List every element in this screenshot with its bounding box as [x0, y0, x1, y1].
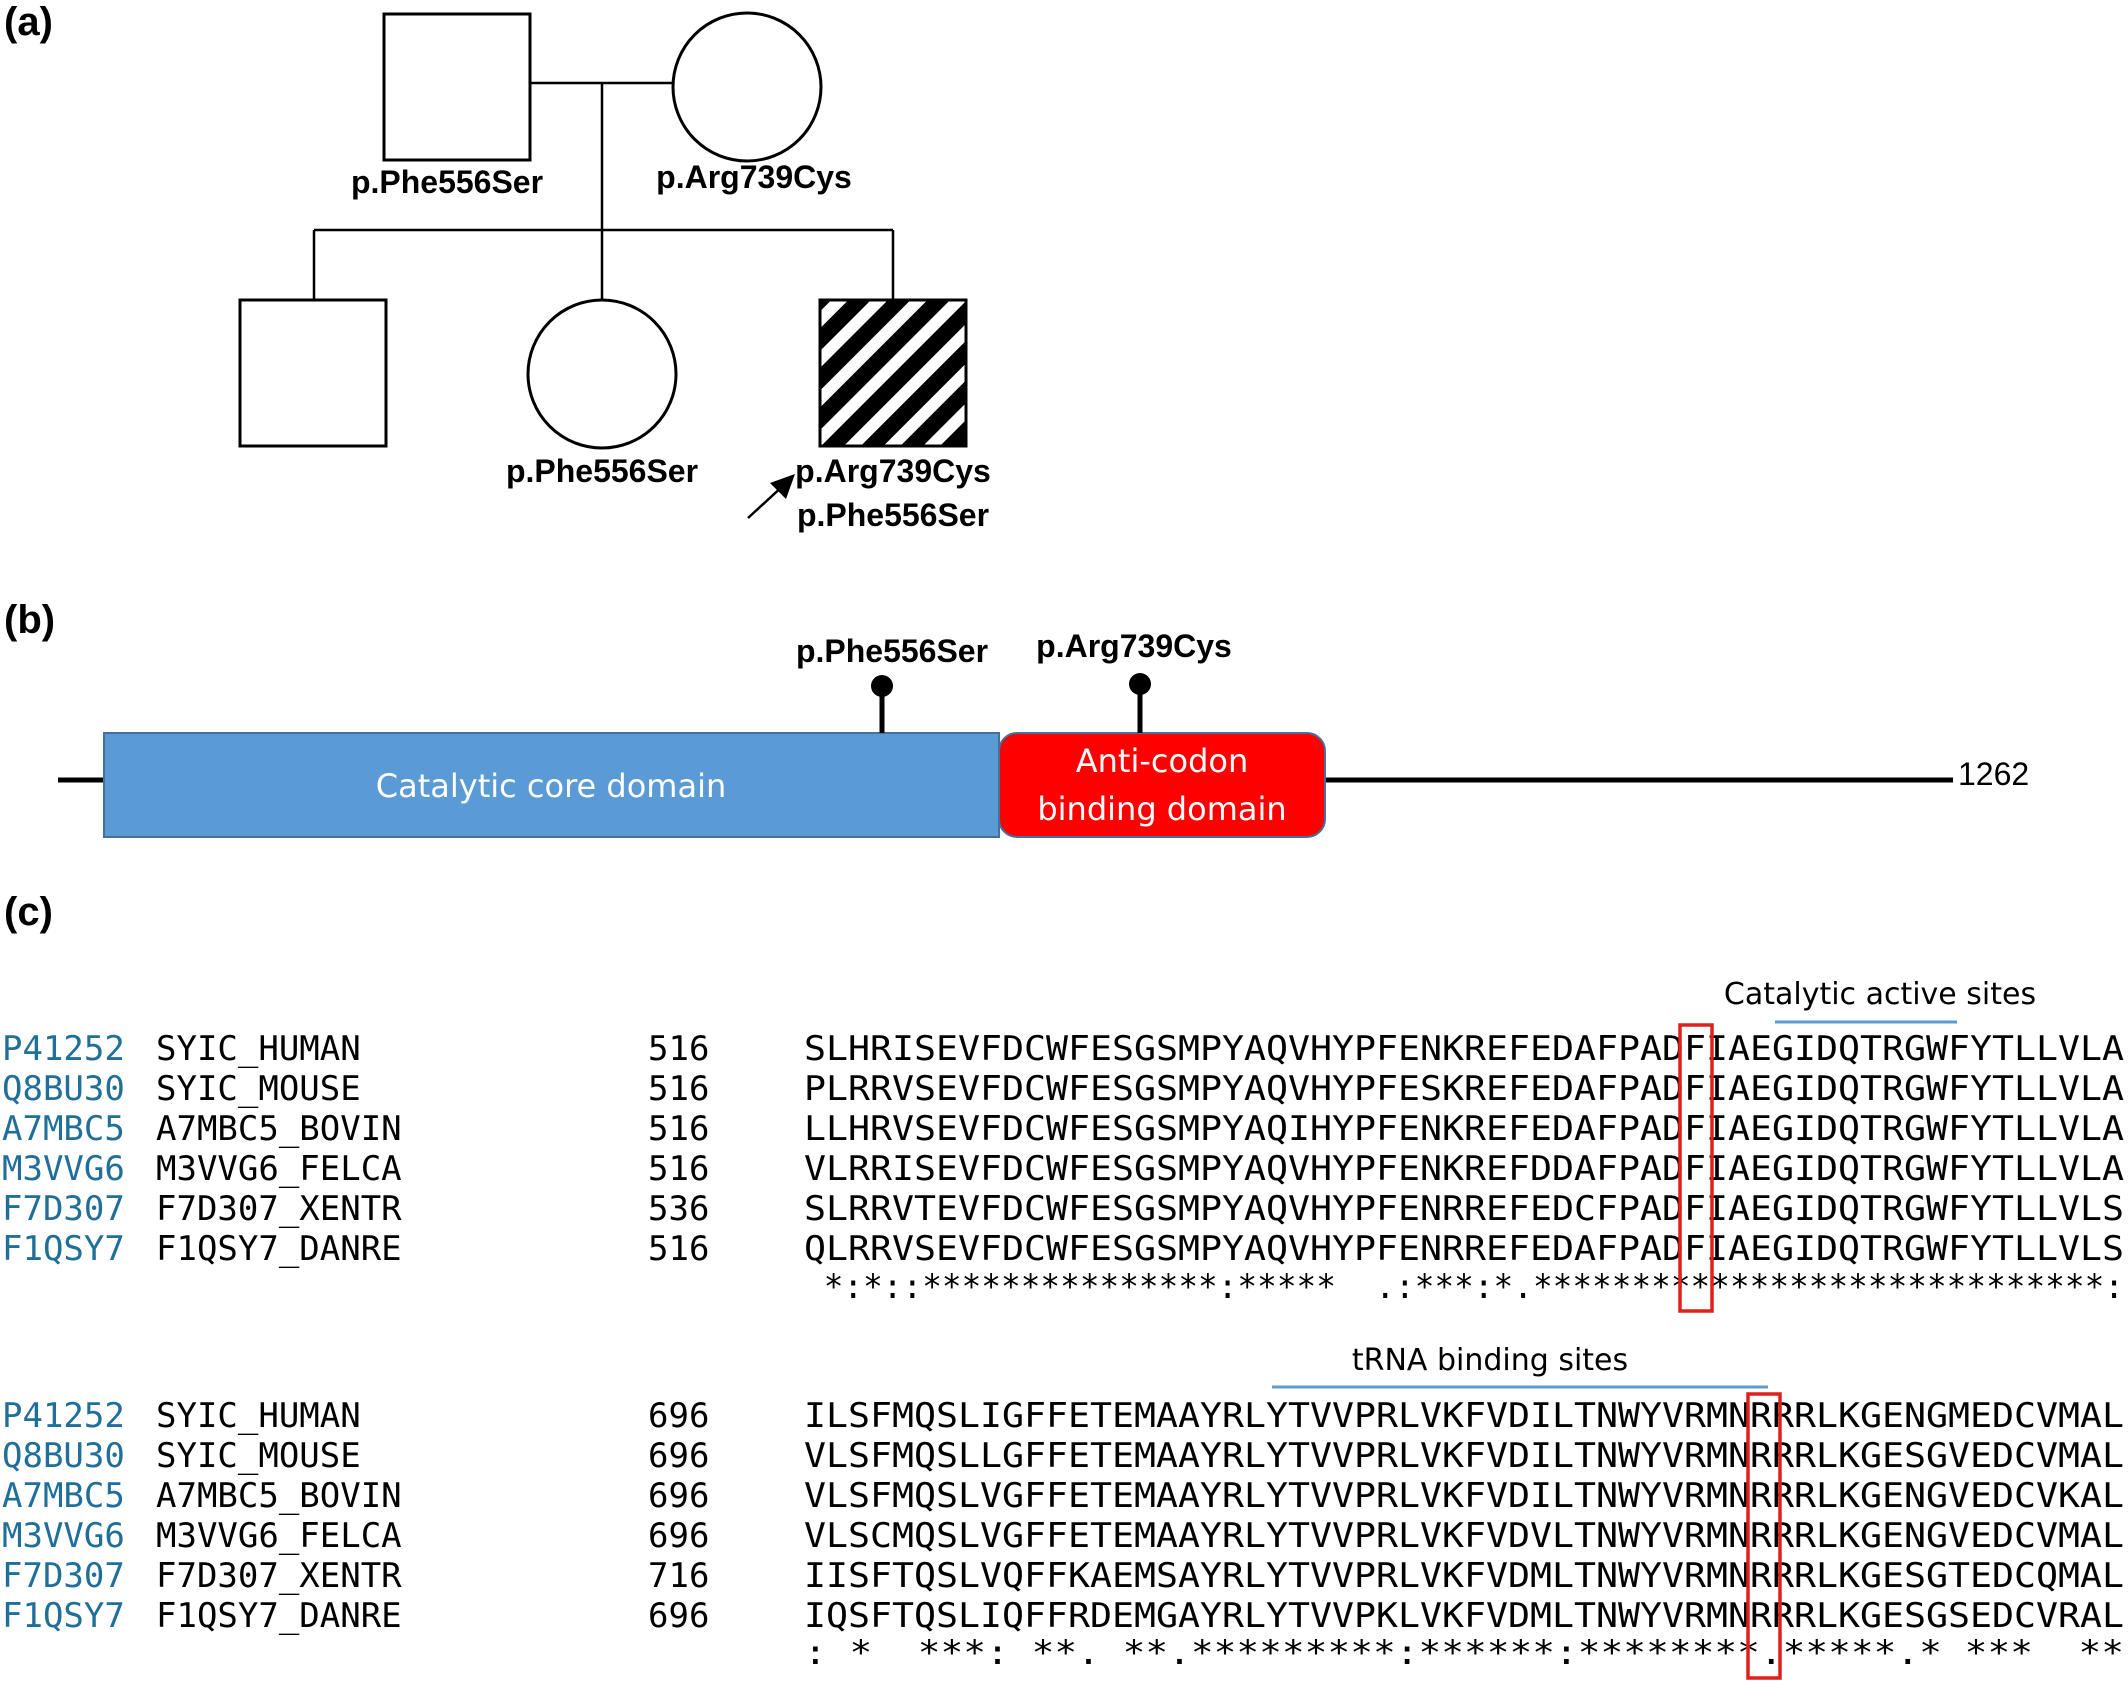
anticodon-domain-label-line1: Anti-codon	[1076, 742, 1249, 780]
mutation-label-phe556ser: p.Phe556Ser	[796, 633, 988, 669]
start-position: 696	[648, 1396, 709, 1436]
sequence: VLSFMQSLLGFFETEMAAYRLYTVVPRLVKFVDILTNWYV…	[804, 1436, 2124, 1476]
accession: A7MBC5	[2, 1476, 125, 1516]
anticodon-domain-label-line2: binding domain	[1037, 790, 1286, 828]
entry-name: F7D307_XENTR	[156, 1556, 402, 1596]
accession: Q8BU30	[2, 1436, 125, 1476]
start-position: 516	[648, 1069, 709, 1109]
accession: F1QSY7	[2, 1596, 125, 1636]
consensus-line: *:*::***************:***** .:***:*.*****…	[804, 1267, 2124, 1307]
sequence: IQSFTQSLIQFFRDEMGAYRLYTVVPKLVKFVDMLTNWYV…	[804, 1596, 2124, 1636]
accession: F7D307	[2, 1556, 125, 1596]
catalytic-sites-label: Catalytic active sites	[1724, 977, 2036, 1012]
accession: P41252	[2, 1029, 125, 1069]
entry-name: F1QSY7_DANRE	[156, 1596, 402, 1636]
entry-name: SYIC_MOUSE	[156, 1436, 361, 1476]
sequence: PLRRVSEVFDCWFESGSMPYAQVHYPFESKREFEDAFPAD…	[804, 1069, 2124, 1109]
proband-mutation-label-1: p.Arg739Cys	[795, 453, 991, 489]
start-position: 516	[648, 1229, 709, 1269]
entry-name: SYIC_HUMAN	[156, 1029, 361, 1069]
start-position: 516	[648, 1029, 709, 1069]
sequence: QLRRVSEVFDCWFESGSMPYAQVHYPFENRREFEDAFPAD…	[804, 1229, 2124, 1269]
sequence: VLRRISEVFDCWFESGSMPYAQVHYPFENKREFDDAFPAD…	[804, 1149, 2124, 1189]
panel-label-c: (c)	[4, 890, 53, 934]
sequence: SLHRISEVFDCWFESGSMPYAQVHYPFENKREFEDAFPAD…	[804, 1029, 2124, 1069]
start-position: 716	[648, 1556, 709, 1596]
start-position: 696	[648, 1436, 709, 1476]
sequence: IISFTQSLVQFFKAEMSAYRLYTVVPRLVKFVDMLTNWYV…	[804, 1556, 2124, 1596]
accession: M3VVG6	[2, 1149, 125, 1189]
father-mutation-label: p.Phe556Ser	[351, 164, 543, 200]
accession: M3VVG6	[2, 1516, 125, 1556]
entry-name: A7MBC5_BOVIN	[156, 1476, 402, 1516]
start-position: 696	[648, 1516, 709, 1556]
mutation-lollipop-arg739cys: p.Arg739Cys	[1036, 628, 1232, 733]
mother-mutation-label: p.Arg739Cys	[656, 159, 852, 195]
entry-name: M3VVG6_FELCA	[156, 1516, 402, 1556]
arg739-highlight-box	[1746, 1392, 1782, 1680]
entry-name: SYIC_MOUSE	[156, 1069, 361, 1109]
panel-label-b: (b)	[4, 598, 56, 642]
pedigree: p.Phe556Ser p.Arg739Cys p.Phe556Ser p.Ar…	[238, 11, 991, 533]
accession: P41252	[2, 1396, 125, 1436]
sequence: VLSCMQSLVGFFETEMAAYRLYTVVPRLVKFVDVLTNWYV…	[804, 1516, 2124, 1556]
entry-name: F1QSY7_DANRE	[156, 1229, 402, 1269]
father-symbol	[382, 12, 532, 162]
protein-length-label: 1262	[1958, 756, 2029, 792]
start-position: 516	[648, 1149, 709, 1189]
accession: F1QSY7	[2, 1229, 125, 1269]
start-position: 536	[648, 1189, 709, 1229]
anticodon-binding-domain	[998, 732, 1326, 838]
entry-name: SYIC_HUMAN	[156, 1396, 361, 1436]
start-position: 696	[648, 1596, 709, 1636]
accession: A7MBC5	[2, 1109, 125, 1149]
start-position: 696	[648, 1476, 709, 1516]
trna-sites-label: tRNA binding sites	[1352, 1343, 1628, 1378]
alignment-block-1: Catalytic active sites P41252 SYIC_HUMAN…	[2, 977, 2124, 1313]
sequence: LLHRVSEVFDCWFESGSMPYAQIHYPFENKREFEDAFPAD…	[804, 1109, 2124, 1149]
consensus-line: : * ***: **. **.*********:******:*******…	[804, 1633, 2124, 1673]
mother-symbol	[671, 11, 823, 163]
proband-mutation-label-2: p.Phe556Ser	[797, 497, 989, 533]
entry-name: M3VVG6_FELCA	[156, 1149, 402, 1189]
child2-symbol	[526, 298, 678, 450]
start-position: 516	[648, 1109, 709, 1149]
accession: F7D307	[2, 1189, 125, 1229]
catalytic-core-domain	[103, 732, 1000, 838]
mutation-lollipop-phe556ser: p.Phe556Ser	[796, 633, 988, 733]
sequence: SLRRVTEVFDCWFESGSMPYAQVHYPFENRREFEDCFPAD…	[804, 1189, 2124, 1229]
entry-name: F7D307_XENTR	[156, 1189, 402, 1229]
sequence: ILSFMQSLIGFFETEMAAYRLYTVVPRLVKFVDILTNWYV…	[804, 1396, 2124, 1436]
mutation-label-arg739cys: p.Arg739Cys	[1036, 628, 1232, 664]
protein-diagram: Catalytic core domain Anti-codon binding…	[58, 628, 2029, 838]
panel-label-a: (a)	[4, 0, 53, 44]
accession: Q8BU30	[2, 1069, 125, 1109]
child1-symbol	[238, 298, 388, 448]
entry-name: A7MBC5_BOVIN	[156, 1109, 402, 1149]
child2-mutation-label: p.Phe556Ser	[506, 453, 698, 489]
alignment: Catalytic active sites P41252 SYIC_HUMAN…	[2, 977, 2124, 1680]
proband-arrow-icon	[747, 474, 795, 519]
phe556-highlight-box	[1678, 1023, 1714, 1313]
proband-symbol	[818, 298, 968, 448]
alignment-block-2: tRNA binding sites P41252 SYIC_HUMAN 696…	[2, 1343, 2124, 1680]
catalytic-core-domain-label: Catalytic core domain	[376, 767, 726, 805]
sequence: VLSFMQSLVGFFETEMAAYRLYTVVPRLVKFVDILTNWYV…	[804, 1476, 2124, 1516]
